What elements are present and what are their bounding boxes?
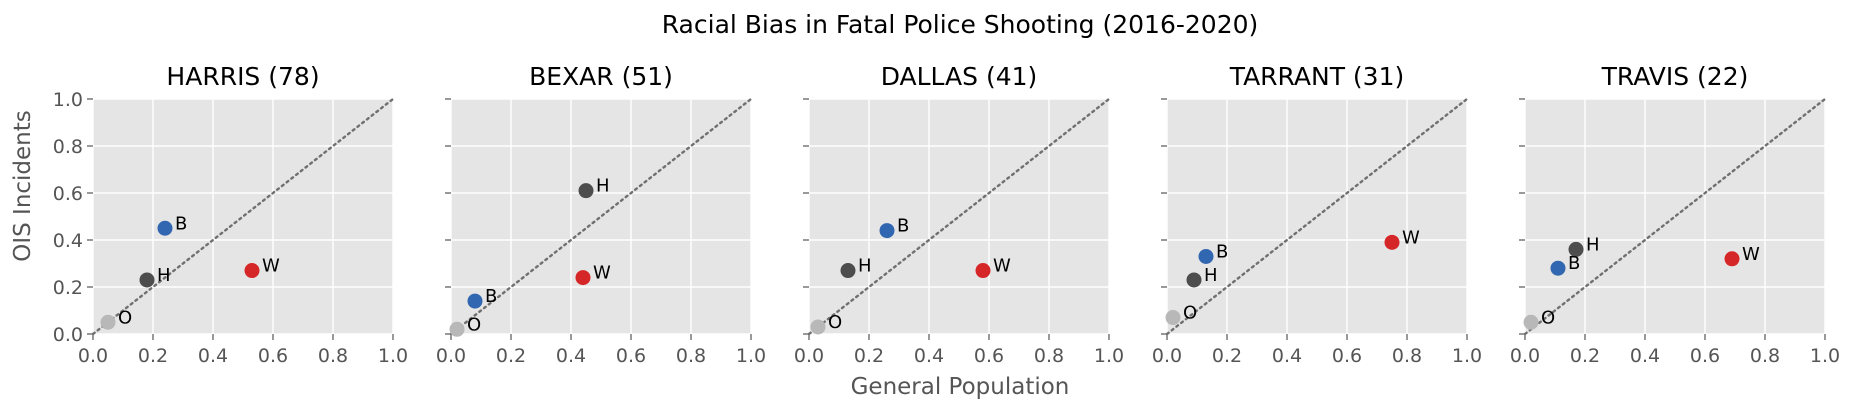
data-point-label: H bbox=[596, 176, 610, 197]
scatter-panel-0: 0.0 0.2 0.4 0.6 0.8 1.0 0.0 0.2 0.4 0.6 0.8 1.0 HARR… bbox=[53, 62, 408, 367]
y-tick-label: 0.4 bbox=[53, 230, 83, 252]
x-tick-label: 0.4 bbox=[1272, 345, 1302, 367]
x-tick-label: 0.0 bbox=[78, 345, 108, 367]
data-point-o bbox=[100, 314, 116, 330]
panel-title: TARRANT (31) bbox=[1229, 62, 1405, 91]
y-axis-label: OIS Incidents bbox=[10, 110, 36, 262]
data-point-label: W bbox=[993, 256, 1011, 277]
data-point-label: B bbox=[175, 213, 187, 234]
x-tick-label: 1.0 bbox=[1810, 345, 1840, 367]
x-tick-label: 0.2 bbox=[138, 345, 168, 367]
x-tick-label: 0.6 bbox=[1332, 345, 1362, 367]
x-tick-label: 0.8 bbox=[318, 345, 348, 367]
x-tick-label: 0.6 bbox=[258, 345, 288, 367]
data-point-b bbox=[1198, 248, 1214, 264]
scatter-panel-1: 0.0 0.2 0.4 0.6 0.8 1.0 BEXAR (51) H W BO bbox=[436, 62, 766, 367]
x-tick-label: 0.2 bbox=[1570, 345, 1600, 367]
data-point-w bbox=[575, 270, 591, 286]
data-point-o bbox=[449, 321, 465, 337]
data-point-h bbox=[1568, 241, 1584, 257]
y-tick-label: 0.6 bbox=[53, 183, 83, 205]
x-axis-label: General Population bbox=[851, 374, 1070, 400]
x-tick-label: 0.0 bbox=[1152, 345, 1182, 367]
data-point-label: B bbox=[1216, 241, 1228, 262]
panel-title: HARRIS (78) bbox=[166, 62, 319, 91]
scatter-panel-3: 0.0 0.2 0.4 0.6 0.8 1.0 TARRANT (31) W BHO bbox=[1152, 62, 1482, 367]
x-tick-label: 0.8 bbox=[1392, 345, 1422, 367]
data-point-w bbox=[244, 263, 260, 279]
x-tick-label: 0.0 bbox=[436, 345, 466, 367]
data-point-label: B bbox=[1568, 253, 1580, 274]
data-point-h bbox=[1186, 272, 1202, 288]
reference-diagonal-line bbox=[1523, 97, 1827, 336]
reference-diagonal-line bbox=[449, 97, 753, 336]
x-tick-label: 0.8 bbox=[676, 345, 706, 367]
data-point-h bbox=[578, 183, 594, 199]
data-point-o bbox=[1165, 310, 1181, 326]
data-point-label: B bbox=[485, 286, 497, 307]
reference-diagonal-line bbox=[807, 97, 1111, 336]
panel-title: DALLAS (41) bbox=[881, 62, 1038, 91]
data-point-b bbox=[157, 220, 173, 236]
data-point-label: H bbox=[157, 265, 171, 286]
data-point-label: H bbox=[858, 256, 872, 277]
data-point-o bbox=[810, 319, 826, 335]
data-point-label: O bbox=[118, 307, 132, 328]
x-tick-label: 1.0 bbox=[736, 345, 766, 367]
x-tick-label: 0.2 bbox=[854, 345, 884, 367]
panels-group: 0.0 0.2 0.4 0.6 0.8 1.0 0.0 0.2 0.4 0.6 0.8 1.0 HARR… bbox=[53, 62, 1840, 367]
x-tick-label: 1.0 bbox=[1452, 345, 1482, 367]
x-tick-label: 0.8 bbox=[1750, 345, 1780, 367]
reference-diagonal-line bbox=[1165, 97, 1469, 336]
chart-title: Racial Bias in Fatal Police Shooting (20… bbox=[662, 10, 1259, 39]
panel-title: TRAVIS (22) bbox=[1601, 62, 1749, 91]
x-tick-label: 0.0 bbox=[794, 345, 824, 367]
data-point-w bbox=[1724, 251, 1740, 267]
data-point-label: W bbox=[1742, 244, 1760, 265]
data-point-label: H bbox=[1204, 265, 1218, 286]
data-point-label: W bbox=[593, 263, 611, 284]
x-tick-label: 0.2 bbox=[1212, 345, 1242, 367]
x-tick-label: 0.4 bbox=[556, 345, 586, 367]
scatter-panel-2: 0.0 0.2 0.4 0.6 0.8 1.0 DALLAS (41) B W H O bbox=[794, 62, 1124, 367]
y-tick-label: 0.0 bbox=[53, 324, 83, 346]
x-tick-label: 0.4 bbox=[1630, 345, 1660, 367]
data-point-w bbox=[975, 263, 991, 279]
data-point-w bbox=[1384, 234, 1400, 250]
scatter-panel-4: 0.0 0.2 0.4 0.6 0.8 1.0 TRAVIS (22) W HB O bbox=[1510, 62, 1840, 367]
x-tick-label: 0.0 bbox=[1510, 345, 1540, 367]
x-tick-label: 0.8 bbox=[1034, 345, 1064, 367]
data-point-h bbox=[139, 272, 155, 288]
x-tick-label: 0.6 bbox=[1690, 345, 1720, 367]
data-point-label: O bbox=[467, 314, 481, 335]
data-point-h bbox=[840, 263, 856, 279]
x-tick-label: 1.0 bbox=[378, 345, 408, 367]
data-point-label: W bbox=[262, 256, 280, 277]
y-tick-label: 0.8 bbox=[53, 136, 83, 158]
data-point-o bbox=[1523, 314, 1539, 330]
data-point-label: B bbox=[897, 216, 909, 237]
x-tick-label: 0.4 bbox=[198, 345, 228, 367]
data-point-label: O bbox=[828, 312, 842, 333]
x-tick-label: 0.2 bbox=[496, 345, 526, 367]
y-tick-label: 0.2 bbox=[53, 277, 83, 299]
x-tick-label: 0.4 bbox=[914, 345, 944, 367]
x-tick-label: 0.6 bbox=[974, 345, 1004, 367]
data-point-label: W bbox=[1402, 227, 1420, 248]
data-point-label: H bbox=[1586, 234, 1600, 255]
data-point-b bbox=[467, 293, 483, 309]
data-point-label: O bbox=[1183, 303, 1197, 324]
x-tick-label: 1.0 bbox=[1094, 345, 1124, 367]
panel-title: BEXAR (51) bbox=[529, 62, 673, 91]
data-point-b bbox=[1550, 260, 1566, 276]
reference-diagonal-line bbox=[91, 97, 395, 336]
data-point-label: O bbox=[1541, 307, 1555, 328]
y-tick-label: 1.0 bbox=[53, 89, 83, 111]
data-point-b bbox=[879, 223, 895, 239]
x-tick-label: 0.6 bbox=[616, 345, 646, 367]
